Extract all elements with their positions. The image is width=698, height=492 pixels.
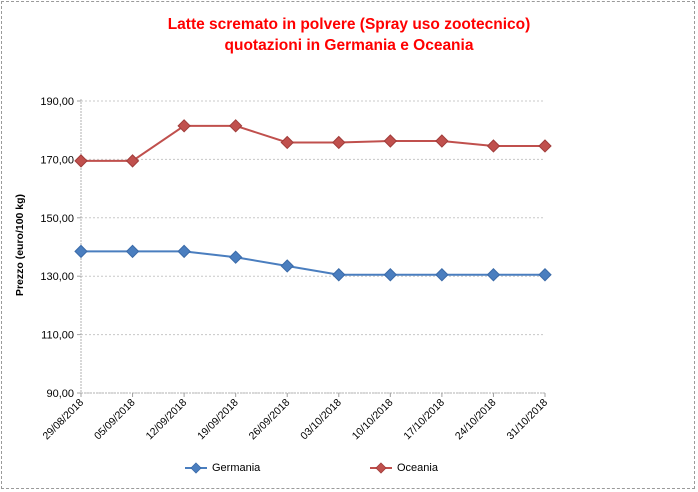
- data-point-germania: [332, 268, 346, 282]
- legend-marker-germania-icon: [185, 462, 207, 474]
- data-point-germania: [486, 268, 501, 282]
- x-tick-label: 31/10/2018: [504, 397, 550, 443]
- legend-item-germania[interactable]: Germania: [184, 462, 260, 474]
- data-point-germania: [228, 250, 243, 264]
- legend-label-oceania: Oceania: [397, 462, 438, 474]
- x-tick-label: 17/10/2018: [401, 397, 447, 443]
- chart-title-line-1: Latte scremato in polvere (Spray uso zoo…: [167, 16, 531, 33]
- x-tick-label: 24/10/2018: [453, 397, 499, 443]
- data-point-oceania: [177, 119, 191, 133]
- data-point-oceania: [332, 135, 346, 150]
- legend-label-germania: Germania: [212, 462, 261, 474]
- data-point-germania: [383, 268, 398, 282]
- data-point-germania: [435, 268, 449, 282]
- data-point-germania: [74, 244, 88, 259]
- series-line-oceania: [81, 124, 545, 162]
- data-point-oceania: [125, 154, 140, 168]
- y-tick-label: 130,00: [40, 271, 74, 283]
- data-point-oceania: [228, 119, 243, 133]
- series-line-germania: [81, 250, 545, 276]
- y-tick-label: 90,00: [46, 388, 74, 400]
- data-point-germania: [280, 259, 294, 273]
- chart-title-line-2: quotazioni in Germania e Oceania: [224, 37, 474, 54]
- data-point-oceania: [383, 134, 398, 148]
- data-point-germania: [125, 244, 140, 259]
- chart-title: Latte scremato in polvere (Spray uso zoo…: [0, 14, 698, 56]
- data-point-oceania: [486, 139, 501, 153]
- legend: Germania Oceania: [0, 462, 698, 478]
- x-tick-label: 03/10/2018: [298, 397, 344, 443]
- y-tick-label: 190,00: [40, 96, 74, 108]
- x-tick-label: 12/09/2018: [144, 397, 190, 443]
- y-tick-label: 170,00: [40, 154, 74, 166]
- data-point-oceania: [74, 154, 88, 168]
- x-tick-label: 10/10/2018: [350, 397, 396, 443]
- data-point-oceania: [538, 139, 552, 153]
- y-tick-label: 110,00: [41, 330, 74, 342]
- legend-marker-oceania-icon: [370, 462, 392, 474]
- x-tick-label: 26/09/2018: [247, 397, 293, 443]
- y-tick-label: 150,00: [40, 213, 74, 225]
- data-point-germania: [538, 268, 552, 282]
- data-point-germania: [177, 244, 191, 259]
- x-tick-label: 29/08/2018: [40, 397, 86, 443]
- legend-item-oceania[interactable]: Oceania: [369, 462, 438, 474]
- x-tick-label: 19/09/2018: [195, 397, 241, 443]
- data-point-oceania: [435, 134, 449, 148]
- data-point-oceania: [280, 135, 294, 150]
- x-tick-label: 05/09/2018: [92, 397, 138, 443]
